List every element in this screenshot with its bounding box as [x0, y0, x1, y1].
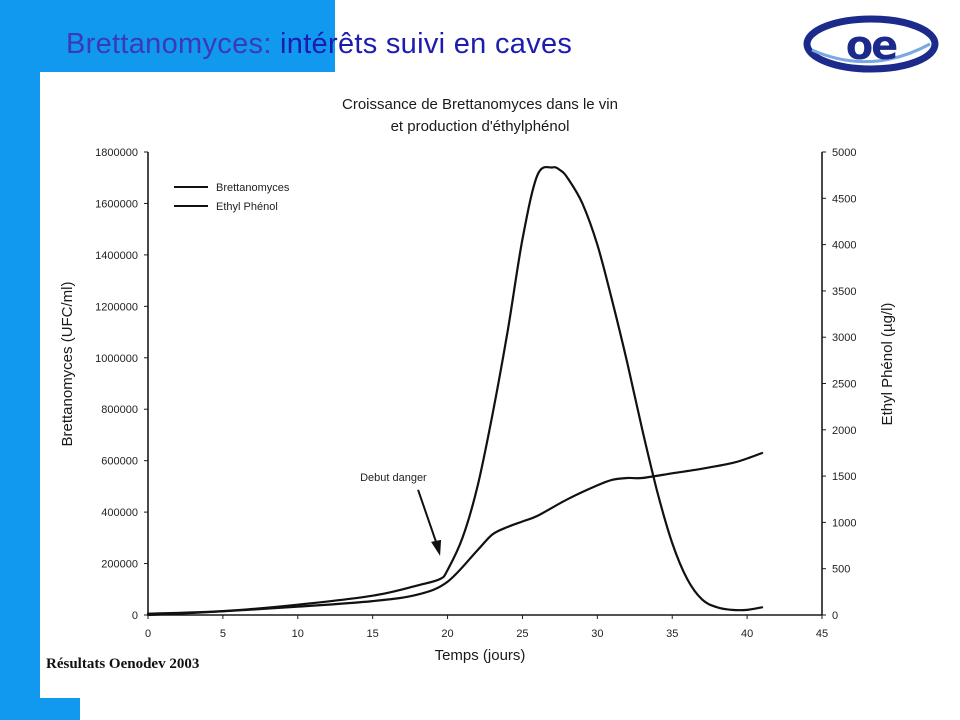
legend-item-label: Ethyl Phénol [216, 201, 278, 213]
y-left-tick-label: 600000 [101, 456, 138, 468]
y-right-tick-label: 1000 [832, 517, 856, 529]
x-tick-label: 25 [516, 628, 528, 640]
left-accent-bar [0, 0, 40, 720]
y-left-tick-label: 1400000 [95, 250, 138, 262]
y-left-tick-label: 800000 [101, 404, 138, 416]
y-left-tick-label: 200000 [101, 559, 138, 571]
x-tick-label: 15 [367, 628, 379, 640]
logo-ring [803, 15, 939, 73]
y-right-tick-label: 2500 [832, 379, 856, 391]
legend-item-label: Brettanomyces [216, 182, 290, 194]
oenodev-logo: oe [803, 15, 939, 73]
x-tick-label: 0 [145, 628, 151, 640]
chart-annotation: Debut danger [360, 472, 442, 556]
y-right-tick-label: 5000 [832, 147, 856, 159]
logo-swoosh [811, 42, 931, 64]
y-left-tick-label: 1800000 [95, 147, 138, 159]
chart-axes [147, 152, 823, 616]
slide-title: Brettanomyces: intérêts suivi en caves [66, 28, 572, 61]
x-tick-label: 5 [220, 628, 226, 640]
x-tick-label: 30 [591, 628, 603, 640]
y-left-tick-label: 1200000 [95, 301, 138, 313]
annotation-label: Debut danger [360, 472, 427, 484]
y-left-axis-title: Brettanomyces (UFC/ml) [59, 281, 76, 446]
chart-legend: Brettanomyces Ethyl Phénol [174, 182, 290, 213]
annotation-arrow-shaft [417, 489, 440, 549]
series-line-ethyl-ph-nol [146, 451, 764, 617]
logo-text: oe [846, 23, 897, 69]
chart-series [146, 165, 764, 617]
y-right-tick-label: 4500 [832, 193, 856, 205]
chart-title-line-1: Croissance de Brettanomyces dans le vin [342, 96, 618, 113]
x-tick-label: 45 [816, 628, 828, 640]
chart-ticks: 0 5 10 15 20 25 30 35 40 45 0 200000 400000 600000 800… [95, 147, 856, 640]
chart: Croissance de Brettanomyces dans le vin … [59, 96, 896, 664]
y-right-tick-label: 500 [832, 564, 850, 576]
x-tick-label: 10 [292, 628, 304, 640]
y-right-tick-label: 0 [832, 610, 838, 622]
x-tick-label: 40 [741, 628, 753, 640]
source-credit: Résultats Oenodev 2003 [46, 656, 200, 672]
annotation-arrow-head [431, 539, 442, 556]
y-left-tick-label: 1600000 [95, 198, 138, 210]
title-accent-bar [40, 0, 335, 72]
y-right-tick-label: 1500 [832, 471, 856, 483]
y-right-tick-label: 3500 [832, 286, 856, 298]
series-line-brettanomyces [146, 165, 764, 615]
x-axis-title: Temps (jours) [435, 647, 526, 664]
y-right-tick-label: 3000 [832, 332, 856, 344]
slide-title-part1: Brettanomyces: [66, 28, 272, 60]
x-tick-label: 20 [441, 628, 453, 640]
y-right-tick-label: 4000 [832, 240, 856, 252]
y-right-axis-title: Ethyl Phénol (µg/l) [879, 303, 896, 426]
y-left-tick-label: 400000 [101, 507, 138, 519]
chart-title: Croissance de Brettanomyces dans le vin … [342, 96, 618, 135]
chart-title-line-2: et production d'éthylphénol [391, 118, 570, 135]
y-left-tick-label: 0 [132, 610, 138, 622]
bottom-accent-block [40, 698, 80, 720]
x-tick-label: 35 [666, 628, 678, 640]
slide-title-part2: intérêts suivi en caves [271, 28, 573, 60]
y-left-tick-label: 1000000 [95, 353, 138, 365]
y-right-tick-label: 2000 [832, 425, 856, 437]
